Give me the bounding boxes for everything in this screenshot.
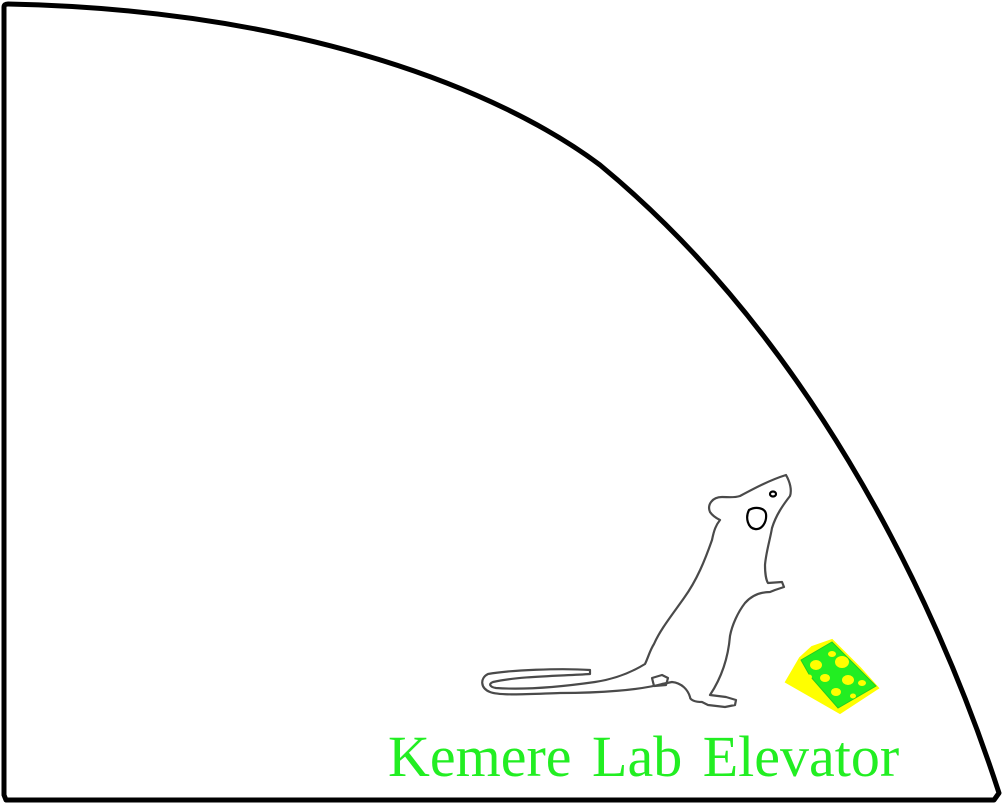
cheese-holes [806,651,866,699]
mouse-illustration [481,473,792,709]
swiss-cheese-wedge-illustration [784,638,880,715]
mouse-hind-foot [650,673,670,688]
mouse-body-outline [481,473,792,709]
diagram-title: Kemere Lab Elevator [388,724,899,789]
mouse-ear [746,506,768,531]
mouse-eye [768,490,778,498]
